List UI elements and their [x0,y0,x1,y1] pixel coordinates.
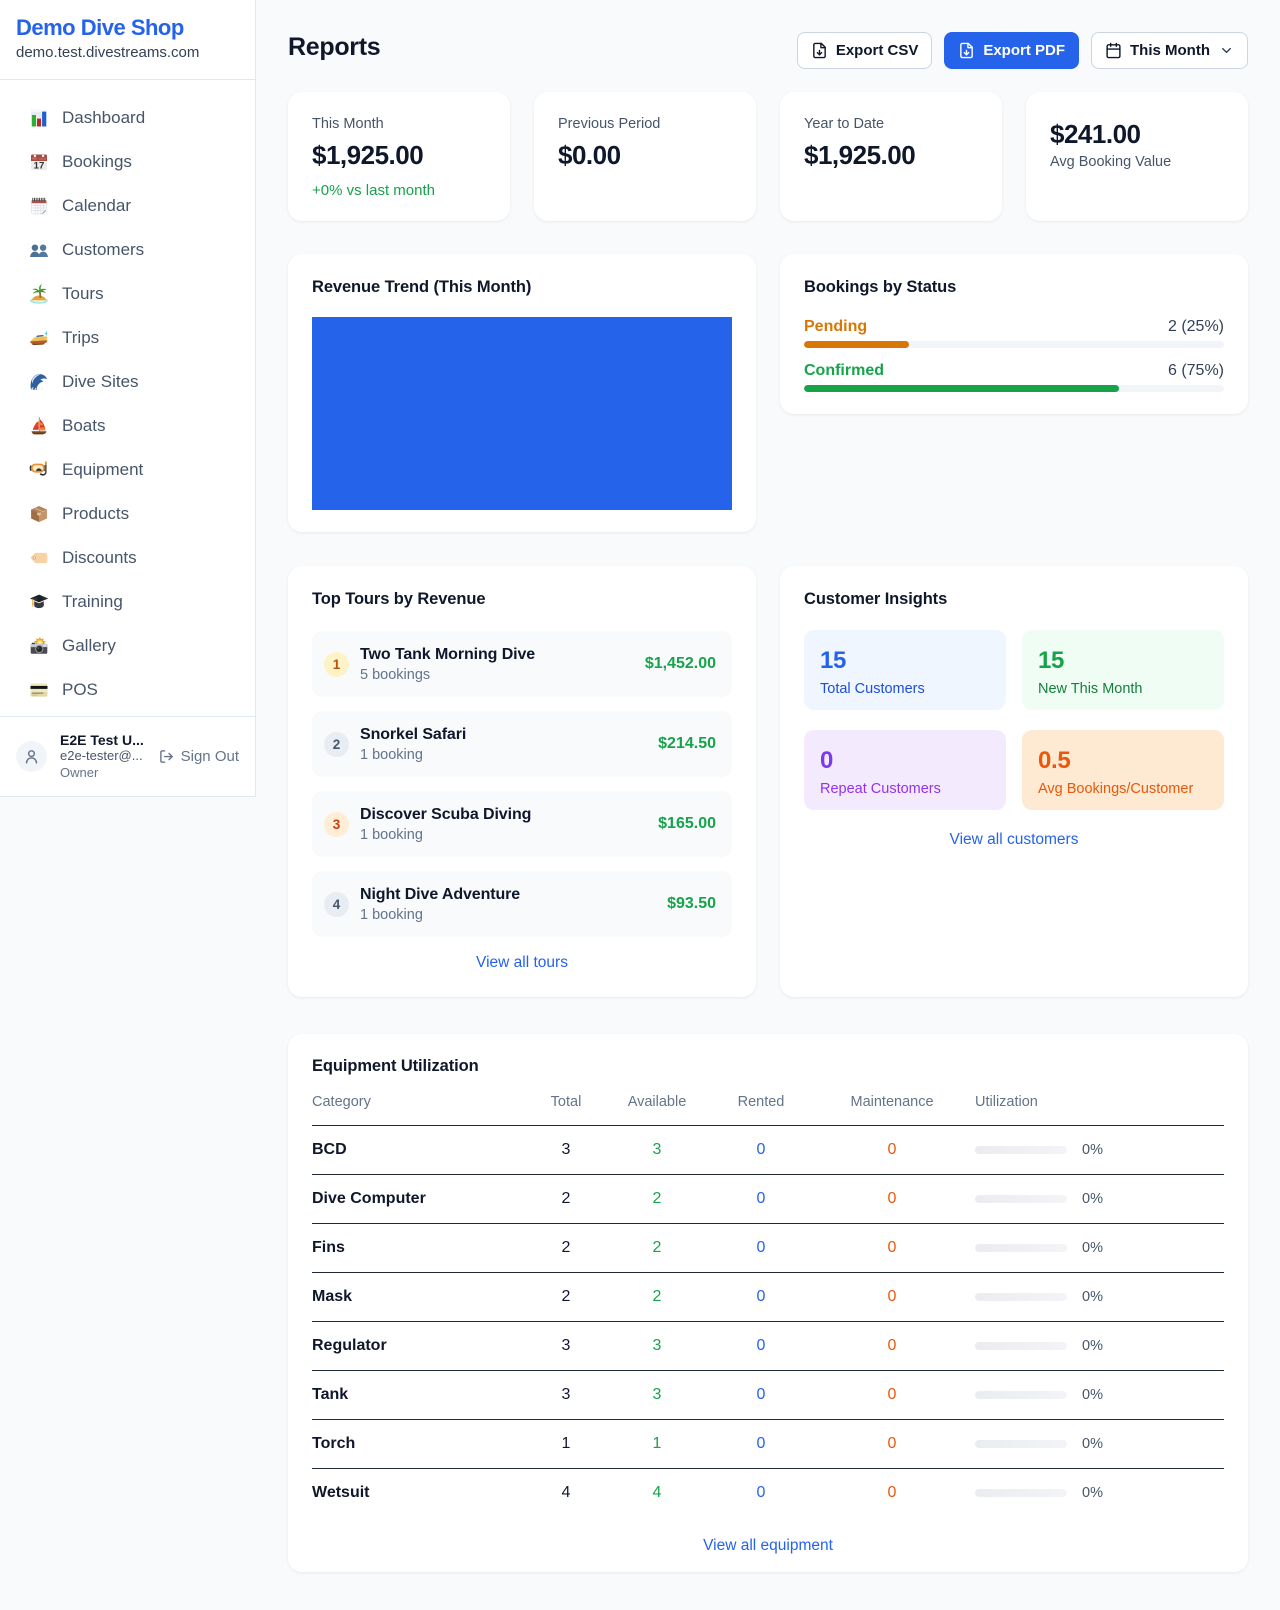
svg-text:17: 17 [34,161,45,172]
